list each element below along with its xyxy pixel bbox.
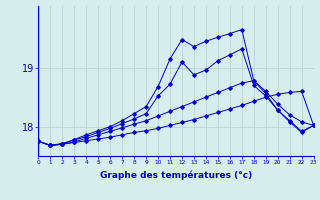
X-axis label: Graphe des températures (°c): Graphe des températures (°c) bbox=[100, 171, 252, 180]
